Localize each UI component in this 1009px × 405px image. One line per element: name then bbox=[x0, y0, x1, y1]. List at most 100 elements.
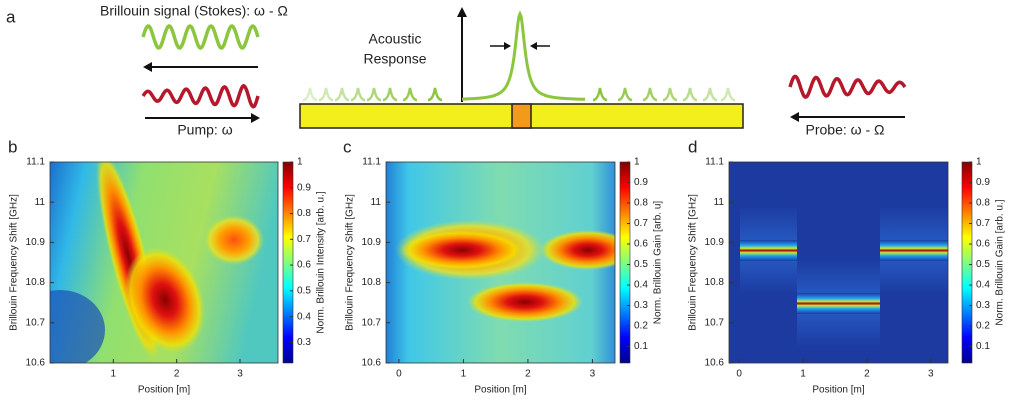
y-axis-label: Brillouin Frequency Shift [GHz] bbox=[345, 194, 356, 331]
colorbar bbox=[282, 161, 294, 364]
colorbar-tick-label: 0.5 bbox=[634, 259, 648, 270]
colorbar-tick-label: 0.1 bbox=[976, 341, 990, 352]
acoustic-peak bbox=[462, 10, 585, 101]
small-peak bbox=[642, 87, 658, 102]
y-tick-label: 11 bbox=[371, 197, 382, 208]
colorbar-tick-label: 0.4 bbox=[976, 280, 990, 291]
colorbar-tick-label: 0.8 bbox=[976, 198, 990, 209]
heatmap-blob bbox=[50, 290, 105, 363]
y-axis-label: Brillouin Frequency Shift [GHz] bbox=[688, 194, 699, 331]
colorbar bbox=[961, 161, 973, 364]
wave bbox=[141, 83, 260, 109]
heatmap-blob bbox=[400, 230, 524, 270]
colorbar-tick-label: 0.1 bbox=[634, 341, 648, 352]
colorbar-label: Norm. Brillouin Gain [arb. u] bbox=[653, 201, 664, 325]
small-peak bbox=[318, 87, 334, 102]
colorbar-tick-label: 0.6 bbox=[976, 239, 990, 250]
small-peak bbox=[682, 87, 698, 102]
colorbar-tick-label: 0.4 bbox=[297, 311, 311, 322]
colorbar-tick-label: 1 bbox=[297, 157, 303, 168]
small-peak bbox=[402, 87, 418, 102]
small-peak bbox=[662, 87, 678, 102]
x-tick-label: 2 bbox=[174, 369, 180, 380]
wave bbox=[141, 24, 260, 50]
acoustic-label: Acoustic bbox=[369, 31, 422, 47]
colorbar-tick-label: 0.5 bbox=[976, 259, 990, 270]
y-tick-label: 10.6 bbox=[26, 358, 46, 369]
colorbar-tick-label: 0.9 bbox=[976, 177, 990, 188]
colorbar-tick-label: 0.8 bbox=[297, 208, 311, 219]
x-tick-label: 3 bbox=[237, 369, 243, 380]
colorbar-tick-label: 0.7 bbox=[634, 218, 648, 229]
y-tick-label: 10.9 bbox=[362, 237, 382, 248]
colorbar-tick-label: 0.9 bbox=[634, 177, 648, 188]
y-tick-label: 10.8 bbox=[26, 277, 46, 288]
colorbar bbox=[619, 161, 631, 364]
y-tick-label: 10.6 bbox=[705, 358, 725, 369]
heatmap-blob bbox=[540, 230, 615, 270]
arrowhead bbox=[530, 42, 537, 50]
heatmap bbox=[50, 162, 278, 363]
heatmap-blob bbox=[124, 246, 206, 354]
small-peak bbox=[366, 87, 382, 102]
colorbar-tick-label: 0.8 bbox=[634, 198, 648, 209]
small-peak bbox=[427, 87, 443, 102]
colorbar-tick-label: 0.5 bbox=[297, 285, 311, 296]
probe-label: Probe: ω - Ω bbox=[806, 122, 885, 138]
heatmap-band bbox=[797, 293, 880, 314]
panel-label: b bbox=[8, 137, 17, 156]
x-tick-label: 3 bbox=[928, 369, 934, 380]
y-tick-label: 11 bbox=[35, 197, 46, 208]
y-axis-label: Brillouin Frequency Shift [GHz] bbox=[9, 194, 20, 331]
heatmap bbox=[386, 162, 615, 363]
colorbar-tick-label: 0.7 bbox=[976, 218, 990, 229]
x-tick-label: 2 bbox=[864, 369, 870, 380]
small-peak bbox=[617, 87, 633, 102]
y-tick-label: 10.7 bbox=[705, 317, 725, 328]
heatmap-band bbox=[880, 240, 948, 261]
y-tick-label: 10.7 bbox=[26, 317, 46, 328]
colorbar-tick-label: 0.6 bbox=[297, 260, 311, 271]
colorbar-tick-label: 1 bbox=[976, 157, 982, 168]
panel-label: d bbox=[688, 137, 697, 156]
y-tick-label: 11.1 bbox=[705, 157, 724, 168]
small-peak bbox=[720, 87, 736, 102]
arrowhead bbox=[790, 112, 799, 122]
colorbar-tick-label: 0.4 bbox=[634, 280, 648, 291]
colorbar-tick-label: 0.3 bbox=[976, 300, 990, 311]
plot-frame bbox=[49, 161, 279, 364]
x-axis-label: Position [m] bbox=[812, 385, 864, 396]
x-tick-label: 2 bbox=[525, 369, 531, 380]
x-tick-label: 1 bbox=[111, 369, 117, 380]
y-tick-label: 10.9 bbox=[705, 237, 725, 248]
x-tick-label: 3 bbox=[590, 369, 596, 380]
arrowhead bbox=[457, 7, 467, 17]
fiber-segment bbox=[511, 103, 532, 129]
small-peak bbox=[702, 87, 718, 102]
panel-label: c bbox=[343, 137, 352, 156]
colorbar-tick-label: 0.9 bbox=[297, 182, 311, 193]
colorbar-label: Norm. Brillouin Gain [arb. u.] bbox=[995, 199, 1006, 325]
small-peak bbox=[302, 87, 318, 102]
stokes-label: Brillouin signal (Stokes): ω - Ω bbox=[100, 3, 288, 19]
plot-frame bbox=[728, 161, 949, 364]
acoustic-label: Response bbox=[363, 51, 426, 67]
heatmap bbox=[729, 162, 948, 363]
plot-frame bbox=[385, 161, 616, 364]
y-tick-label: 10.6 bbox=[362, 358, 382, 369]
colorbar-label: Norm. Brillouin Intensity [arb. u.] bbox=[316, 191, 327, 333]
arrowhead bbox=[143, 62, 152, 72]
small-peak bbox=[382, 87, 398, 102]
colorbar-tick-label: 0.7 bbox=[297, 234, 311, 245]
x-tick-label: 0 bbox=[736, 369, 742, 380]
x-axis-label: Position [m] bbox=[474, 385, 526, 396]
y-tick-label: 10.7 bbox=[362, 317, 382, 328]
x-tick-label: 1 bbox=[800, 369, 806, 380]
y-tick-label: 11.1 bbox=[362, 157, 381, 168]
pump-label: Pump: ω bbox=[177, 122, 232, 138]
schematic: a Brillouin signal (Stokes): ω - Ω Acous… bbox=[6, 3, 907, 138]
x-axis-label: Position [m] bbox=[138, 385, 190, 396]
colorbar-tick-label: 0.2 bbox=[976, 321, 990, 332]
heatmap-blob bbox=[467, 282, 583, 322]
